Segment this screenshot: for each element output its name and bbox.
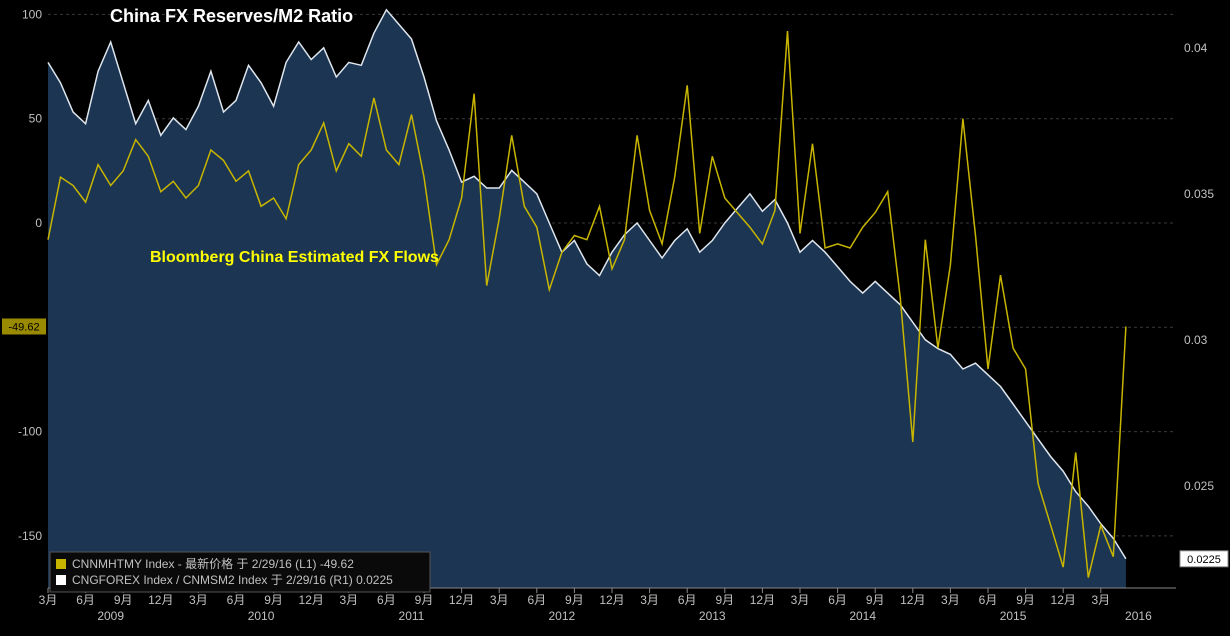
x-month-label: 12月 [299, 593, 324, 607]
left-axis-tick: 50 [29, 112, 43, 126]
x-year-label: 2010 [248, 609, 275, 623]
x-month-label: 12月 [750, 593, 775, 607]
x-year-label: 2012 [549, 609, 576, 623]
right-axis-tick: 0.025 [1184, 479, 1214, 493]
left-axis-tick: -100 [18, 425, 42, 439]
left-value-marker-label: -49.62 [8, 321, 39, 333]
x-month-label: 3月 [1091, 593, 1110, 607]
x-month-label: 6月 [527, 593, 546, 607]
x-month-label: 9月 [114, 593, 133, 607]
x-month-label: 3月 [339, 593, 358, 607]
x-month-label: 3月 [791, 593, 810, 607]
x-month-label: 12月 [599, 593, 624, 607]
x-month-label: 3月 [39, 593, 58, 607]
legend-swatch [56, 575, 66, 585]
chart-title: China FX Reserves/M2 Ratio [110, 6, 353, 26]
right-axis-tick: 0.035 [1184, 187, 1214, 201]
x-month-label: 3月 [941, 593, 960, 607]
x-month-label: 9月 [415, 593, 434, 607]
x-month-label: 6月 [227, 593, 246, 607]
x-year-label: 2011 [399, 609, 425, 623]
chart-subtitle: Bloomberg China Estimated FX Flows [150, 249, 439, 266]
left-axis-tick: -150 [18, 529, 42, 543]
right-value-marker-label: 0.0225 [1187, 554, 1221, 566]
x-month-label: 6月 [678, 593, 697, 607]
x-month-label: 12月 [148, 593, 173, 607]
right-axis-tick: 0.04 [1184, 41, 1208, 55]
right-axis-tick: 0.03 [1184, 333, 1208, 347]
bloomberg-chart: 100500-50-100-1500.040.0350.030.025-49.6… [0, 0, 1230, 636]
x-month-label: 3月 [490, 593, 509, 607]
x-month-label: 12月 [449, 593, 474, 607]
x-month-label: 6月 [76, 593, 95, 607]
x-year-label: 2016 [1125, 609, 1152, 623]
x-year-label: 2013 [699, 609, 726, 623]
legend-swatch [56, 559, 66, 569]
x-month-label: 6月 [979, 593, 998, 607]
legend-label: CNGFOREX Index / CNMSM2 Index 于 2/29/16 … [72, 573, 393, 587]
x-month-label: 6月 [377, 593, 396, 607]
x-month-label: 9月 [565, 593, 584, 607]
x-month-label: 9月 [264, 593, 283, 607]
chart-svg: 100500-50-100-1500.040.0350.030.025-49.6… [0, 0, 1230, 636]
x-month-label: 9月 [715, 593, 734, 607]
x-year-label: 2009 [97, 609, 124, 623]
x-year-label: 2015 [1000, 609, 1027, 623]
x-month-label: 12月 [900, 593, 925, 607]
x-month-label: 6月 [828, 593, 847, 607]
x-month-label: 12月 [1051, 593, 1076, 607]
legend-label: CNNMHTMY Index - 最新价格 于 2/29/16 (L1) -49… [72, 556, 354, 571]
left-axis-tick: 100 [22, 7, 42, 21]
x-month-label: 3月 [640, 593, 659, 607]
x-month-label: 3月 [189, 593, 208, 607]
left-axis-tick: 0 [35, 216, 42, 230]
x-year-label: 2014 [849, 609, 876, 623]
x-month-label: 9月 [866, 593, 885, 607]
x-month-label: 9月 [1016, 593, 1035, 607]
